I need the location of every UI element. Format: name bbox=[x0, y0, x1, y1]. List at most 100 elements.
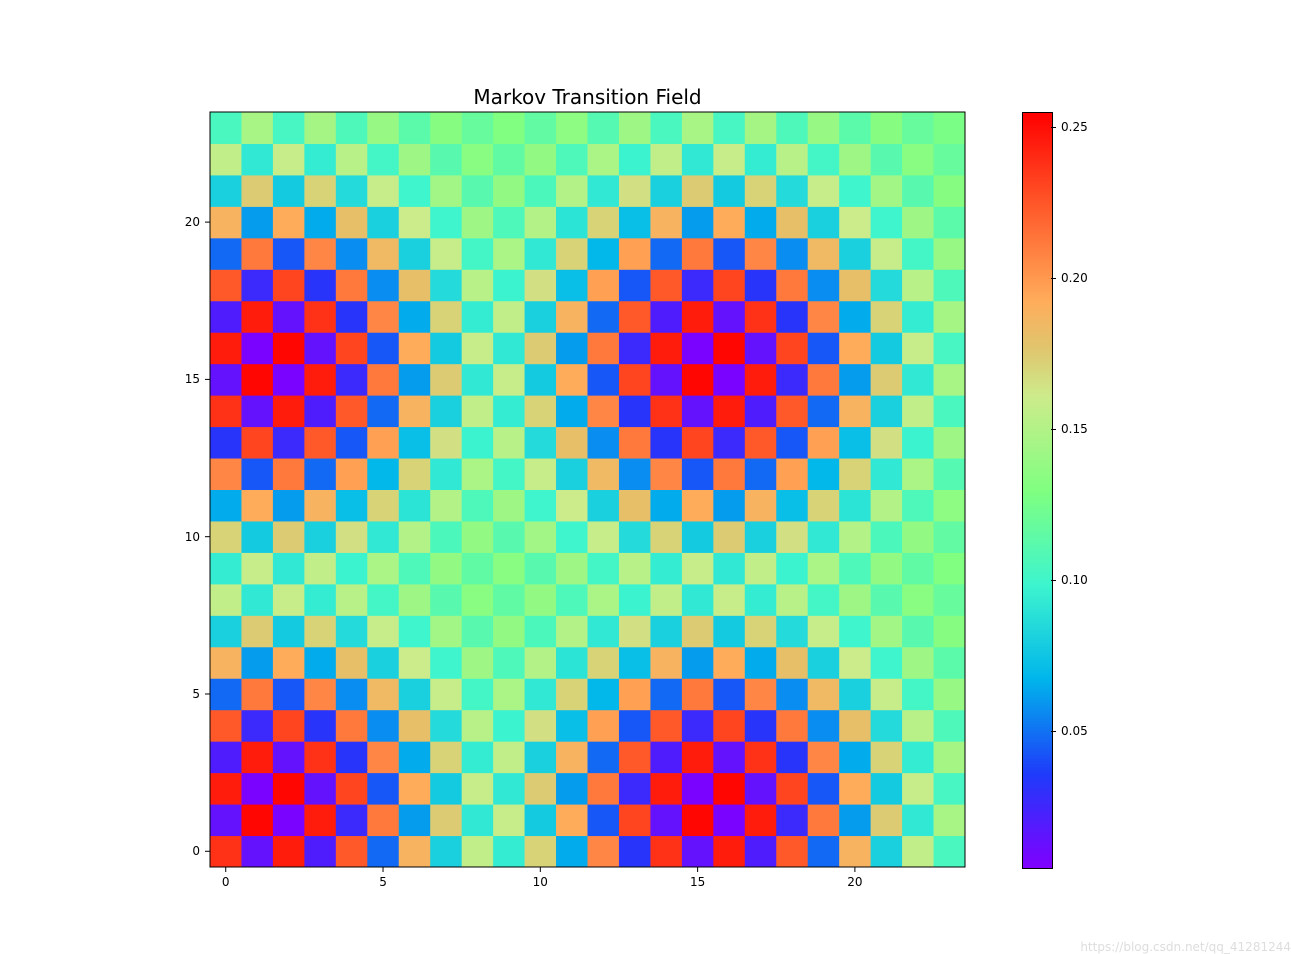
heatmap-cell bbox=[399, 112, 431, 144]
heatmap-cell bbox=[399, 238, 431, 270]
heatmap-cell bbox=[619, 427, 651, 459]
heatmap-cell bbox=[430, 269, 462, 301]
heatmap-cell bbox=[839, 427, 871, 459]
colorbar-tick-label: 0.20 bbox=[1061, 271, 1088, 285]
heatmap-plot bbox=[180, 82, 995, 897]
heatmap-cell bbox=[745, 206, 777, 238]
heatmap-cell bbox=[525, 741, 557, 773]
heatmap-cell bbox=[430, 332, 462, 364]
heatmap-cell bbox=[902, 552, 934, 584]
heatmap-cell bbox=[588, 490, 620, 522]
heatmap-cell bbox=[462, 615, 494, 647]
heatmap-cell bbox=[556, 678, 588, 710]
heatmap-cell bbox=[902, 427, 934, 459]
heatmap-cell bbox=[430, 552, 462, 584]
heatmap-cell bbox=[902, 773, 934, 805]
heatmap-cell bbox=[776, 521, 808, 553]
heatmap-cell bbox=[556, 175, 588, 207]
heatmap-cell bbox=[682, 206, 714, 238]
heatmap-cell bbox=[525, 206, 557, 238]
heatmap-cell bbox=[871, 238, 903, 270]
heatmap-cell bbox=[241, 647, 273, 679]
heatmap-cell bbox=[210, 741, 242, 773]
heatmap-cell bbox=[682, 552, 714, 584]
heatmap-cell bbox=[745, 395, 777, 427]
heatmap-cell bbox=[682, 143, 714, 175]
heatmap-cell bbox=[430, 206, 462, 238]
heatmap-cell bbox=[650, 332, 682, 364]
heatmap-cell bbox=[839, 741, 871, 773]
heatmap-cell bbox=[241, 364, 273, 396]
x-tick-label: 20 bbox=[847, 875, 862, 889]
heatmap-cell bbox=[210, 678, 242, 710]
heatmap-cell bbox=[902, 269, 934, 301]
heatmap-cell bbox=[241, 206, 273, 238]
heatmap-cell bbox=[399, 615, 431, 647]
heatmap-cell bbox=[588, 427, 620, 459]
heatmap-cell bbox=[556, 332, 588, 364]
heatmap-cell bbox=[588, 112, 620, 144]
heatmap-cell bbox=[273, 552, 305, 584]
heatmap-cell bbox=[525, 301, 557, 333]
heatmap-cell bbox=[336, 269, 368, 301]
heatmap-cell bbox=[902, 804, 934, 836]
heatmap-cell bbox=[493, 175, 525, 207]
heatmap-cell bbox=[619, 395, 651, 427]
heatmap-cell bbox=[839, 112, 871, 144]
heatmap-cell bbox=[871, 710, 903, 742]
heatmap-cell bbox=[336, 112, 368, 144]
heatmap-cell bbox=[462, 521, 494, 553]
heatmap-cell bbox=[273, 395, 305, 427]
heatmap-cell bbox=[241, 490, 273, 522]
heatmap-cell bbox=[556, 490, 588, 522]
heatmap-cell bbox=[367, 647, 399, 679]
heatmap-cell bbox=[336, 238, 368, 270]
heatmap-cell bbox=[336, 427, 368, 459]
heatmap-cell bbox=[934, 584, 966, 616]
heatmap-cell bbox=[839, 395, 871, 427]
heatmap-cell bbox=[273, 458, 305, 490]
heatmap-cell bbox=[776, 269, 808, 301]
heatmap-cell bbox=[210, 238, 242, 270]
heatmap-cell bbox=[745, 490, 777, 522]
heatmap-cell bbox=[745, 647, 777, 679]
heatmap-cell bbox=[902, 836, 934, 868]
heatmap-cell bbox=[304, 678, 336, 710]
heatmap-cell bbox=[871, 395, 903, 427]
heatmap-cell bbox=[430, 804, 462, 836]
heatmap-cell bbox=[462, 552, 494, 584]
heatmap-cell bbox=[241, 458, 273, 490]
heatmap-cell bbox=[399, 395, 431, 427]
heatmap-cell bbox=[588, 615, 620, 647]
heatmap-cell bbox=[241, 804, 273, 836]
heatmap-cell bbox=[462, 836, 494, 868]
heatmap-cell bbox=[241, 269, 273, 301]
heatmap-cell bbox=[934, 269, 966, 301]
heatmap-cell bbox=[273, 710, 305, 742]
heatmap-cell bbox=[682, 395, 714, 427]
heatmap-cell bbox=[808, 552, 840, 584]
heatmap-cell bbox=[650, 490, 682, 522]
heatmap-cell bbox=[462, 773, 494, 805]
heatmap-cell bbox=[713, 836, 745, 868]
heatmap-cell bbox=[839, 238, 871, 270]
heatmap-cell bbox=[588, 741, 620, 773]
heatmap-cell bbox=[871, 804, 903, 836]
heatmap-cell bbox=[745, 710, 777, 742]
heatmap-cell bbox=[776, 301, 808, 333]
heatmap-cell bbox=[808, 112, 840, 144]
heatmap-cell bbox=[588, 301, 620, 333]
heatmap-cell bbox=[713, 521, 745, 553]
heatmap-cell bbox=[462, 364, 494, 396]
heatmap-cell bbox=[934, 143, 966, 175]
heatmap-cell bbox=[650, 741, 682, 773]
heatmap-cell bbox=[934, 364, 966, 396]
heatmap-cell bbox=[556, 301, 588, 333]
heatmap-cell bbox=[871, 427, 903, 459]
heatmap-cell bbox=[556, 552, 588, 584]
heatmap-cell bbox=[556, 112, 588, 144]
heatmap-cell bbox=[650, 269, 682, 301]
heatmap-cell bbox=[871, 175, 903, 207]
heatmap-cell bbox=[902, 584, 934, 616]
heatmap-cell bbox=[808, 490, 840, 522]
